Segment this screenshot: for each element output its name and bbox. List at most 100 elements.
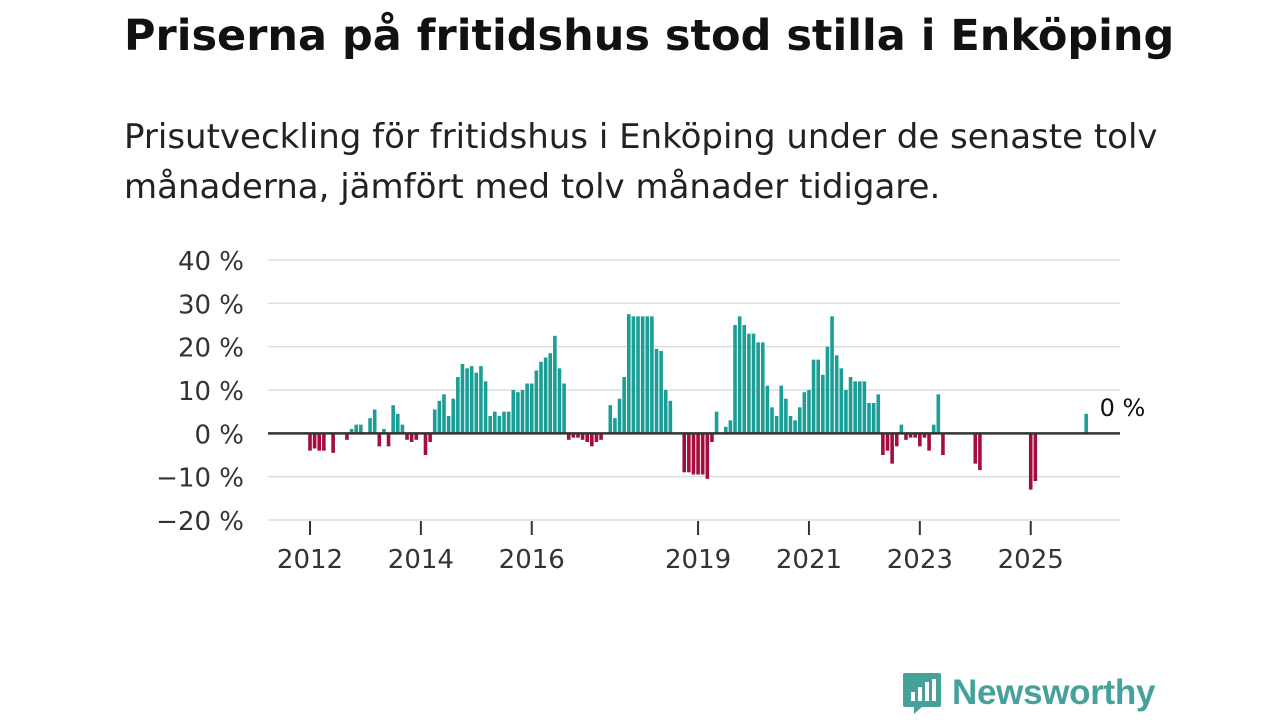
y-axis-labels: 40 % 30 % 20 % 10 % 0 % −10 % −20 % (156, 247, 244, 537)
bar (742, 325, 747, 434)
bar (779, 385, 784, 434)
x-tick-label: 2021 (776, 545, 842, 575)
bar (405, 433, 409, 440)
bar (908, 433, 913, 438)
bar (474, 372, 479, 434)
bar (539, 361, 543, 434)
bar (885, 433, 890, 451)
bar (918, 433, 922, 447)
bar (922, 433, 927, 438)
y-tick-label: 20 % (178, 334, 244, 364)
bar (317, 433, 322, 451)
y-tick-label: 0 % (194, 420, 244, 450)
bar (636, 316, 640, 434)
bar (839, 368, 844, 434)
bar (834, 355, 839, 434)
bar (751, 333, 756, 434)
bar (511, 390, 516, 434)
bar (760, 342, 765, 434)
bar (359, 424, 363, 434)
newsworthy-logo-icon (903, 673, 941, 714)
bar (867, 403, 871, 434)
bar (844, 390, 848, 434)
bar (724, 426, 728, 434)
bar (622, 377, 626, 434)
bar (825, 346, 830, 434)
bar (973, 433, 978, 464)
bar (816, 359, 820, 434)
bar (548, 353, 553, 434)
bar (322, 433, 326, 451)
bar-series (308, 314, 1088, 490)
grid-lines (268, 259, 1120, 521)
bar (654, 348, 659, 434)
y-tick-label: −20 % (156, 507, 244, 537)
bar (788, 416, 793, 434)
bar (857, 381, 862, 434)
bar (391, 405, 395, 434)
chart-title: Priserna på fritidshus stod stilla i Enk… (124, 11, 1175, 61)
bar (580, 433, 585, 440)
bar (700, 433, 705, 475)
bar (714, 411, 719, 434)
bar (626, 314, 631, 434)
bar (765, 385, 770, 434)
bar (308, 433, 312, 451)
y-tick-label: 10 % (178, 377, 244, 407)
bar (395, 413, 400, 434)
bar (442, 394, 446, 434)
bar (368, 418, 372, 434)
bar (534, 370, 539, 434)
bar (409, 433, 414, 442)
bar (423, 433, 428, 455)
bar (853, 381, 857, 434)
bar (617, 398, 622, 434)
x-tick-label: 2014 (388, 545, 454, 575)
bar (904, 433, 908, 440)
bar (516, 392, 520, 434)
bar (312, 433, 317, 449)
bar (562, 383, 566, 434)
bar (890, 433, 894, 464)
bar (576, 433, 580, 438)
bar (737, 316, 742, 434)
bar (941, 433, 945, 455)
bar (446, 416, 451, 434)
y-tick-label: 40 % (178, 247, 244, 277)
bar (372, 409, 377, 434)
newsworthy-brand: Newsworthy (902, 671, 1155, 715)
bar (354, 424, 358, 434)
bar (428, 433, 432, 442)
bar (784, 398, 788, 434)
bar (345, 433, 349, 440)
bar (936, 394, 941, 434)
bar (497, 416, 502, 434)
bar (682, 433, 687, 473)
bar (733, 325, 737, 434)
bar (502, 411, 506, 434)
bar (451, 398, 456, 434)
chart-subtitle: Prisutveckling för fritidshus i Enköping… (124, 117, 1158, 207)
bar (571, 433, 576, 438)
bar (460, 364, 465, 434)
bar (483, 381, 488, 434)
bar (631, 316, 636, 434)
bar (594, 433, 599, 442)
bar (1033, 433, 1038, 481)
bar (978, 433, 982, 471)
bar (899, 424, 904, 434)
bar (862, 381, 867, 434)
x-tick-label: 2016 (499, 545, 565, 575)
x-tick-label: 2025 (998, 545, 1064, 575)
bar (640, 316, 645, 434)
bar (488, 416, 492, 434)
bar (802, 392, 807, 434)
bar (871, 403, 876, 434)
bar (876, 394, 881, 434)
bar (613, 418, 617, 434)
bar (774, 416, 779, 434)
last-value-label: 0 % (1100, 394, 1146, 422)
bar (668, 400, 673, 434)
bar (687, 433, 691, 473)
